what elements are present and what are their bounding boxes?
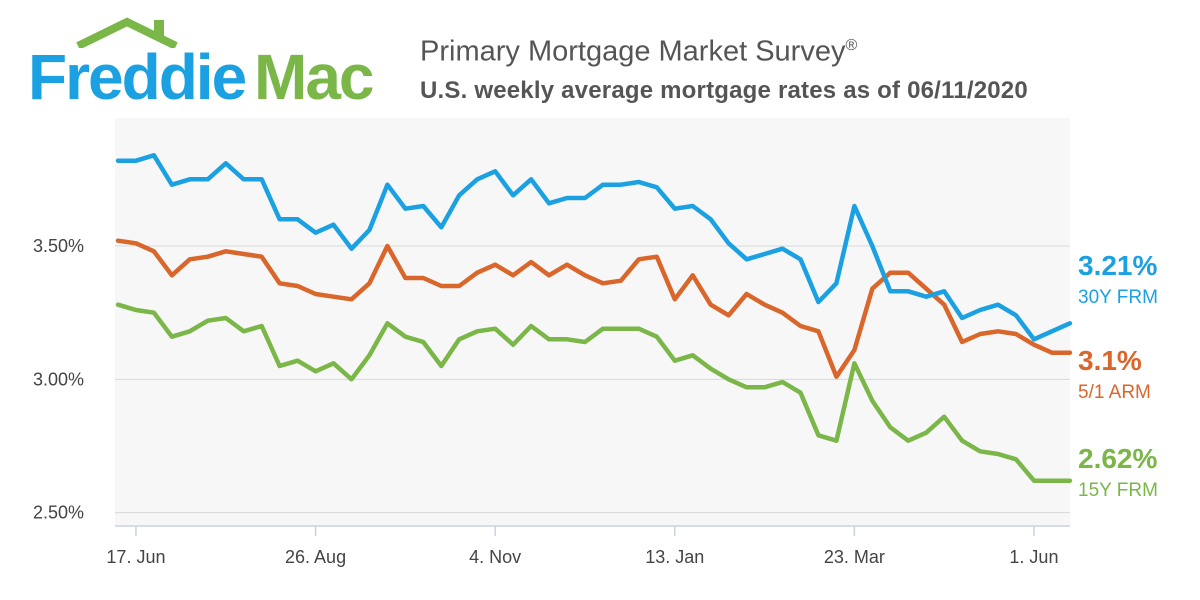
end-name-30y-frm: 30Y FRM — [1078, 287, 1158, 308]
x-tick-label: 26. Aug — [285, 547, 346, 567]
logo-word-mac: Mac — [254, 41, 374, 113]
registered-mark: ® — [845, 37, 858, 54]
series-lines — [115, 153, 1073, 483]
chart-title-text: Primary Mortgage Market Survey — [420, 35, 846, 68]
end-value-5-1-arm: 3.1% — [1078, 345, 1142, 376]
end-name-15y-frm: 15Y FRM — [1078, 480, 1158, 501]
chart-title: Primary Mortgage Market Survey® — [420, 28, 857, 70]
x-tick-label: 23. Mar — [824, 547, 885, 567]
series-line-15y-frm — [115, 302, 1073, 483]
x-tick-label: 17. Jun — [106, 547, 165, 567]
series-line-30y-frm — [115, 153, 1073, 342]
gridlines — [115, 245, 1070, 514]
x-axis: 17. Jun 26. Aug 4. Nov 13. Jan 23. Mar 1. Jun — [106, 526, 1058, 567]
freddie-mac-logo: Freddie Mac — [28, 16, 388, 112]
y-tick-label: 2.50% — [33, 503, 84, 523]
series-line-5-1-arm — [115, 238, 1073, 379]
x-tick-label: 1. Jun — [1009, 547, 1058, 567]
end-value-15y-frm: 2.62% — [1078, 443, 1157, 474]
house-roof-icon — [76, 17, 178, 48]
end-labels: 3.21% 30Y FRM 3.1% 5/1 ARM 2.62% 15Y FRM — [1078, 250, 1158, 501]
y-tick-label: 3.50% — [33, 236, 84, 256]
x-tick-label: 13. Jan — [645, 547, 704, 567]
y-tick-label: 3.00% — [33, 369, 84, 389]
x-tick-label: 4. Nov — [469, 547, 521, 567]
end-name-5-1-arm: 5/1 ARM — [1078, 382, 1151, 403]
logo-word-freddie: Freddie — [28, 41, 247, 113]
chart-subtitle: U.S. weekly average mortgage rates as of… — [420, 77, 1028, 104]
y-axis: 2.50% 3.00% 3.50% — [33, 236, 84, 523]
plot-area — [115, 118, 1070, 526]
end-value-30y-frm: 3.21% — [1078, 250, 1157, 281]
